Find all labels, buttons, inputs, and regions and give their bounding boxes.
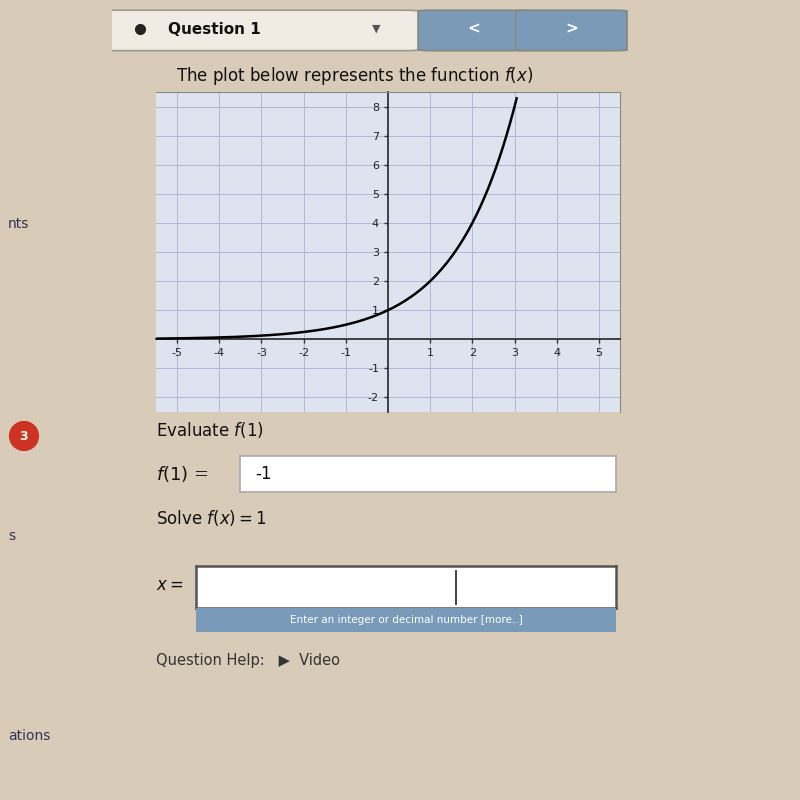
Text: Enter an integer or decimal number [more..]: Enter an integer or decimal number [more… <box>290 615 522 625</box>
Text: <: < <box>467 22 480 37</box>
FancyBboxPatch shape <box>98 10 418 50</box>
Text: -1: -1 <box>255 465 271 483</box>
Text: Question Help:   ▶  Video: Question Help: ▶ Video <box>156 653 340 667</box>
Text: 3: 3 <box>20 430 28 442</box>
Text: >: > <box>565 22 578 37</box>
Text: ▼: ▼ <box>372 24 381 34</box>
Text: Evaluate $f(1)$: Evaluate $f(1)$ <box>156 421 264 440</box>
Text: Question 1: Question 1 <box>168 22 261 37</box>
FancyBboxPatch shape <box>418 10 530 50</box>
Text: $f(1)$ =: $f(1)$ = <box>156 464 209 483</box>
Text: The plot below represents the function $f(x)$: The plot below represents the function $… <box>176 65 534 87</box>
FancyBboxPatch shape <box>516 10 627 50</box>
Circle shape <box>10 422 38 450</box>
Text: Solve $f(x) = 1$: Solve $f(x) = 1$ <box>156 509 267 529</box>
Text: ations: ations <box>8 729 50 743</box>
Text: s: s <box>8 529 15 543</box>
Text: $x=$: $x=$ <box>156 577 184 594</box>
Text: nts: nts <box>8 217 30 231</box>
